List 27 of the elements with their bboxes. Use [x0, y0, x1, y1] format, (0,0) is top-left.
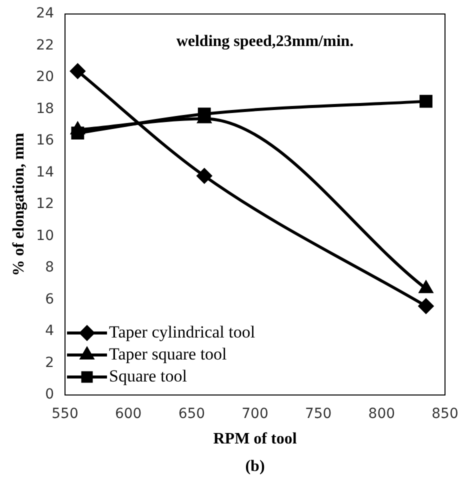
- x-tick-label: 650: [178, 406, 206, 422]
- y-tick-label: 8: [45, 260, 54, 276]
- annotation: welding speed,23mm/min.: [176, 33, 354, 50]
- y-tick-label: 0: [45, 386, 54, 403]
- x-tick-label: 800: [368, 406, 396, 422]
- x-tick-label: 750: [304, 406, 332, 422]
- x-axis-title: RPM of tool: [213, 430, 298, 448]
- legend-label: Taper square tool: [109, 344, 228, 364]
- y-tick-label: 16: [36, 132, 54, 149]
- x-tick-label: 550: [52, 406, 78, 422]
- x-tick-label: 600: [114, 406, 142, 422]
- y-tick-label: 24: [36, 6, 54, 22]
- y-tick-label: 2: [45, 354, 54, 371]
- y-tick-label: 18: [36, 100, 54, 117]
- legend-label: Taper cylindrical tool: [109, 322, 256, 342]
- y-axis-title: % of elongation, mm: [10, 132, 28, 276]
- x-tick-label: 850: [432, 406, 458, 422]
- y-tick-label: 10: [36, 228, 54, 244]
- y-tick-label: 4: [45, 323, 54, 340]
- y-tick-label: 20: [36, 69, 54, 86]
- legend-label: Square tool: [109, 366, 188, 386]
- y-tick-label: 14: [36, 164, 54, 180]
- text: (b): [245, 458, 265, 476]
- y-tick-label: 22: [36, 37, 54, 54]
- y-tick-label: 12: [36, 196, 54, 212]
- x-tick-label: 700: [242, 406, 268, 422]
- y-tick-label: 6: [45, 291, 54, 308]
